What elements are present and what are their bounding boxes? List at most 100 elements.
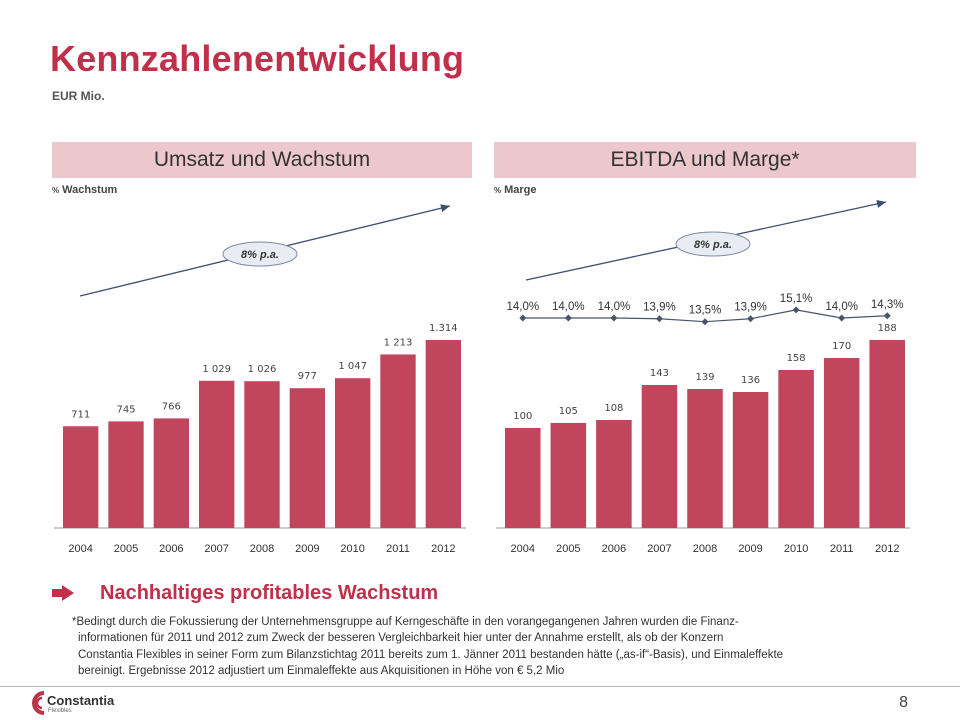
footnote-line: informationen für 2011 und 2012 zum Zwec… — [78, 632, 724, 645]
tick-label: 2011 — [386, 543, 410, 555]
bar — [334, 378, 371, 528]
margin-label: 15,1% — [780, 293, 813, 305]
margin-marker — [564, 314, 572, 322]
axis-note-label: Marge — [504, 184, 537, 196]
constantia-logo — [32, 691, 45, 715]
bar — [62, 426, 99, 528]
margin-label: 13,5% — [689, 305, 722, 317]
panel-header-ebitda: EBITDA und Marge* — [494, 142, 916, 178]
trend-arrowhead — [876, 199, 886, 208]
footnote: *Bedingt durch die Fokussierung der Unte… — [72, 614, 902, 679]
tick-label: 2007 — [647, 543, 671, 555]
tick-label: 2005 — [556, 543, 580, 555]
bar — [425, 340, 462, 528]
bar — [869, 340, 905, 528]
page-subtitle: EUR Mio. — [52, 89, 105, 103]
tick-label: 2006 — [602, 543, 626, 555]
bar — [244, 381, 280, 528]
data-label: 188 — [878, 323, 897, 334]
data-label: 136 — [741, 375, 760, 386]
bar — [108, 421, 144, 528]
data-label: 1 029 — [202, 364, 231, 375]
key-message-text: Nachhaltiges profitables Wachstum — [100, 581, 439, 604]
bar — [198, 380, 235, 528]
margin-marker — [701, 318, 709, 326]
margin-label: 13,9% — [643, 302, 676, 314]
bar — [778, 370, 814, 528]
tick-label: 2009 — [738, 543, 762, 555]
percent-sign: % — [494, 186, 502, 195]
margin-label: 14,0% — [825, 301, 858, 313]
trend-badge — [675, 231, 751, 257]
bar — [550, 423, 587, 528]
data-label: 143 — [650, 368, 669, 379]
margin-marker — [655, 315, 663, 323]
tick-label: 2005 — [114, 543, 138, 555]
margin-marker — [610, 314, 618, 322]
data-label: 711 — [71, 409, 90, 420]
bar — [596, 420, 632, 528]
data-label: 977 — [298, 371, 317, 382]
tick-label: 2012 — [431, 543, 455, 555]
margin-label: 14,0% — [598, 301, 631, 313]
tick-label: 2008 — [693, 543, 717, 555]
ebitda-chart: 100 2004 105 2005 108 2006 143 2007 139 2008 136 20… — [496, 199, 910, 555]
margin-marker — [838, 314, 846, 322]
footer-divider — [0, 686, 960, 687]
tick-label: 2011 — [830, 543, 854, 555]
margin-marker — [519, 314, 527, 322]
tick-label: 2009 — [295, 543, 319, 555]
data-label: 105 — [559, 406, 578, 417]
footnote-line: bereinigt. Ergebnisse 2012 adjustiert um… — [78, 664, 565, 677]
margin-label: 14,0% — [506, 301, 539, 313]
margin-marker — [883, 312, 891, 320]
page-title: Kennzahlenentwicklung — [50, 38, 465, 79]
data-label: 1 026 — [248, 364, 277, 375]
tick-label: 2004 — [68, 543, 92, 555]
percent-sign: % — [52, 186, 60, 195]
trend-badge — [222, 241, 298, 267]
tick-label: 2008 — [250, 543, 274, 555]
data-label: 139 — [695, 372, 714, 383]
logo-name: Constantia — [47, 693, 115, 708]
footnote-line: *Bedingt durch die Fokussierung der Unte… — [72, 616, 739, 628]
bar — [732, 392, 769, 528]
margin-marker — [792, 306, 800, 314]
data-label: 100 — [513, 411, 532, 422]
data-label: 745 — [116, 404, 135, 415]
tick-label: 2012 — [875, 543, 899, 555]
margin-label: 13,9% — [734, 302, 767, 314]
bar — [289, 388, 326, 528]
footnote-line: Constantia Flexibles in seiner Form zum … — [78, 648, 784, 661]
data-label: 766 — [162, 401, 181, 412]
tick-label: 2004 — [511, 543, 535, 555]
data-label: 1 047 — [338, 361, 367, 372]
key-message: Nachhaltiges profitables Wachstum — [52, 580, 438, 606]
tick-label: 2010 — [784, 543, 808, 555]
tick-label: 2007 — [204, 543, 228, 555]
bar — [380, 354, 416, 528]
data-label: 170 — [832, 341, 851, 352]
trend-arrowhead — [440, 204, 450, 213]
bar — [505, 428, 541, 528]
trend-label: 8% p.a. — [241, 249, 279, 261]
bar — [823, 358, 860, 528]
umsatz-chart: 711 2004 745 2005 766 2006 1 029 2007 1 026 2008 9… — [54, 204, 466, 555]
bar — [687, 389, 723, 528]
bar — [153, 418, 190, 528]
logo-sub: Flexibles — [48, 708, 72, 714]
tick-label: 2006 — [159, 543, 183, 555]
data-label: 108 — [604, 403, 623, 414]
axis-note-label: Wachstum — [62, 184, 118, 196]
data-label: 158 — [787, 353, 806, 364]
axis-note-wachstum: % Wachstum — [52, 184, 117, 196]
data-label: 1 213 — [384, 337, 413, 348]
margin-marker — [747, 315, 755, 323]
margin-label: 14,0% — [552, 301, 585, 313]
trend-label: 8% p.a. — [694, 239, 732, 251]
arrow-right-icon — [52, 585, 74, 601]
page-number: 8 — [899, 694, 908, 711]
data-label: 1.314 — [429, 323, 458, 334]
margin-label: 14,3% — [871, 299, 904, 311]
bar — [641, 385, 678, 528]
